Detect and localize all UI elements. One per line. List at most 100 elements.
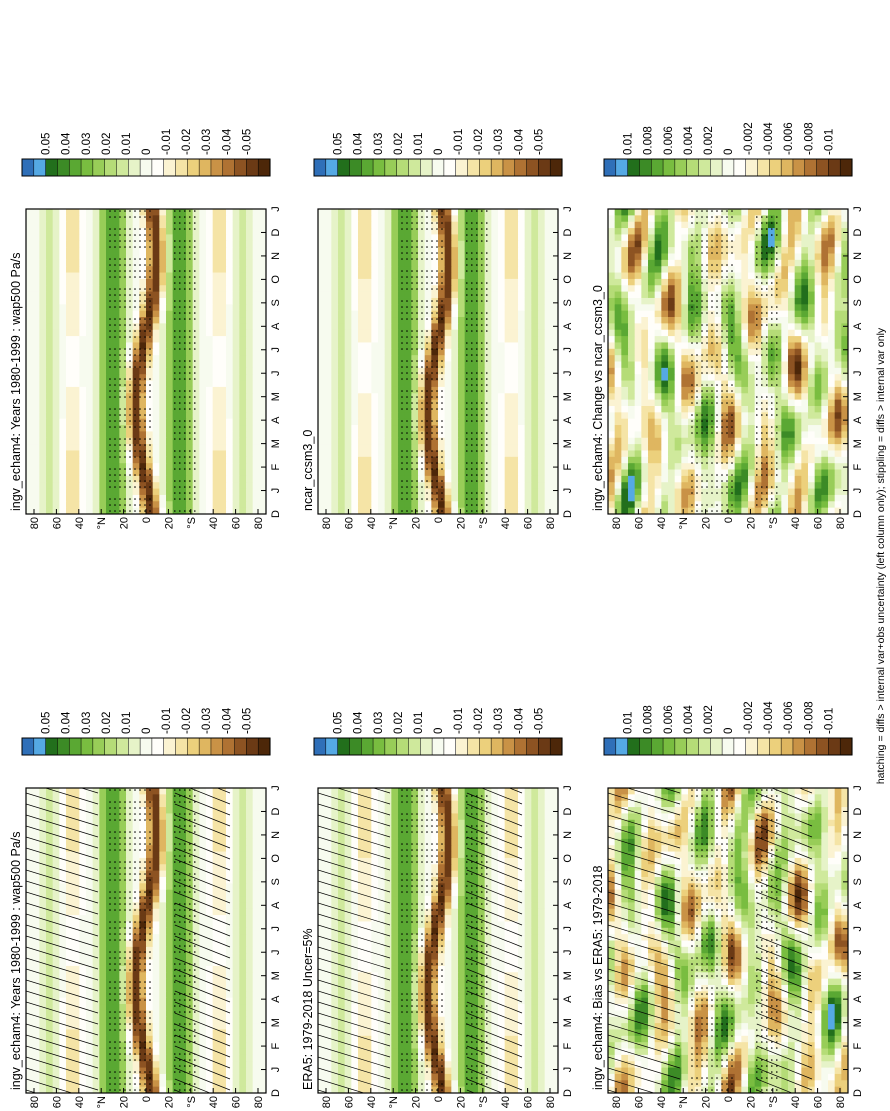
- heatmap-cell: [398, 806, 406, 814]
- stipple-dot: [421, 849, 423, 851]
- heatmap-cell: [126, 838, 134, 846]
- heatmap-cell: [531, 990, 539, 998]
- stipple-dot: [149, 1083, 151, 1085]
- heatmap-cell: [444, 844, 452, 852]
- heatmap-cell: [491, 1086, 499, 1093]
- heatmap-cell: [159, 946, 167, 954]
- heatmap-cell: [431, 927, 439, 935]
- stipple-dot: [486, 951, 488, 953]
- heatmap-cell: [159, 838, 167, 846]
- stipple-dot: [436, 981, 438, 983]
- heatmap-cell: [26, 1010, 34, 1017]
- heatmap-cell: [318, 1016, 326, 1024]
- stipple-dot: [184, 1011, 186, 1013]
- heatmap-cell: [246, 813, 254, 820]
- heatmap-cell: [411, 806, 419, 814]
- heatmap-cell: [504, 806, 512, 814]
- heatmap-cell: [544, 978, 552, 985]
- heatmap-cell: [159, 921, 167, 928]
- heatmap-cell: [46, 914, 54, 922]
- stipple-dot: [431, 795, 433, 797]
- heatmap-cell: [344, 1067, 352, 1074]
- heatmap-cell: [226, 914, 234, 922]
- heatmap-cell: [252, 806, 260, 814]
- stipple-dot: [481, 957, 483, 959]
- panel-title: ERA5: 1979-2018 Uncer=5%: [301, 928, 315, 1090]
- heatmap-cell: [246, 832, 254, 839]
- heatmap-cell: [391, 946, 399, 954]
- heatmap-cell: [511, 971, 519, 979]
- heatmap-cell: [498, 876, 506, 884]
- stipple-dot: [431, 825, 433, 827]
- heatmap-cell: [688, 1079, 696, 1087]
- heatmap-cell: [46, 870, 54, 877]
- heatmap-cell: [232, 997, 240, 1005]
- stipple-dot: [174, 1089, 176, 1091]
- heatmap-cell: [364, 844, 372, 852]
- x-tick-label: M: [270, 1018, 282, 1027]
- stipple-dot: [109, 987, 111, 989]
- stipple-dot: [466, 891, 468, 893]
- heatmap-cell: [324, 876, 332, 884]
- heatmap-cell: [511, 1035, 519, 1043]
- stipple-dot: [406, 831, 408, 833]
- heatmap-cell: [431, 787, 439, 795]
- heatmap-cell: [159, 876, 167, 884]
- heatmap-cell: [66, 1003, 74, 1011]
- stipple-dot: [139, 879, 141, 881]
- stipple-dot: [441, 789, 443, 791]
- heatmap-cell: [46, 1067, 54, 1074]
- heatmap-cell: [46, 857, 54, 865]
- stipple-dot: [124, 1071, 126, 1073]
- stipple-dot: [486, 915, 488, 917]
- heatmap-cell: [398, 857, 406, 865]
- heatmap-cell: [119, 895, 127, 903]
- stipple-dot: [436, 819, 438, 821]
- heatmap-cell: [418, 793, 426, 801]
- heatmap-cell: [192, 921, 200, 928]
- heatmap-cell: [152, 940, 160, 947]
- heatmap-cell: [106, 800, 114, 808]
- heatmap-cell: [72, 921, 80, 928]
- stipple-dot: [431, 951, 433, 953]
- stipple-dot: [144, 909, 146, 911]
- heatmap-cell: [714, 1073, 722, 1081]
- heatmap-cell: [404, 825, 412, 833]
- stipple-dot: [401, 813, 403, 815]
- heatmap-cell: [458, 1022, 466, 1030]
- stipple-dot: [441, 1083, 443, 1085]
- heatmap-cell: [146, 1022, 154, 1030]
- heatmap-cell: [252, 1041, 260, 1049]
- heatmap-cell: [411, 832, 419, 839]
- stipple-dot: [109, 993, 111, 995]
- heatmap-cell: [364, 787, 372, 795]
- stipple-dot: [149, 891, 151, 893]
- heatmap-cell: [524, 1003, 532, 1011]
- heatmap-cell: [259, 870, 267, 877]
- heatmap-cell: [232, 946, 240, 954]
- heatmap-cell: [92, 819, 100, 827]
- heatmap-cell: [132, 895, 140, 903]
- heatmap-cell: [538, 959, 546, 966]
- heatmap-cell: [404, 1016, 412, 1024]
- heatmap-cell: [106, 806, 114, 814]
- heatmap-cell: [538, 844, 546, 852]
- stipple-dot: [421, 945, 423, 947]
- stipple-dot: [436, 903, 438, 905]
- heatmap-cell: [199, 1035, 207, 1043]
- heatmap-cell: [404, 927, 412, 935]
- heatmap-cell: [179, 984, 187, 992]
- stipple-dot: [486, 855, 488, 857]
- heatmap-cell: [106, 863, 114, 871]
- stipple-dot: [124, 963, 126, 965]
- heatmap-cell: [152, 787, 160, 795]
- heatmap-cell: [119, 927, 127, 935]
- stipple-dot: [129, 801, 131, 803]
- heatmap-cell: [32, 965, 40, 973]
- stipple-dot: [431, 831, 433, 833]
- stipple-dot: [179, 1041, 181, 1043]
- heatmap-cell: [219, 1035, 227, 1043]
- heatmap-cell: [544, 914, 552, 922]
- heatmap-cell: [139, 863, 147, 871]
- heatmap-cell: [166, 921, 174, 928]
